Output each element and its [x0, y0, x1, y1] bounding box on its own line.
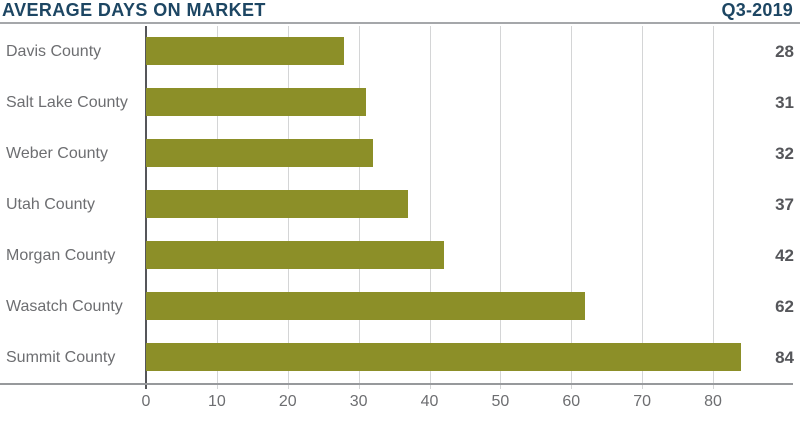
- bar-wasatch-county: [146, 292, 586, 320]
- x-tick-label-30: 30: [349, 393, 368, 410]
- x-tick-label-80: 80: [704, 393, 722, 410]
- value-label-wasatch-county: 62: [775, 296, 794, 316]
- value-label-utah-county: 37: [775, 194, 794, 214]
- category-label-wasatch-county: Wasatch County: [6, 297, 123, 315]
- chart-period-label: Q3-2019: [721, 0, 793, 20]
- bar-row-weber-county: Weber County 32: [0, 128, 800, 179]
- bar-row-salt-lake-county: Salt Lake County 31: [0, 77, 800, 128]
- x-tick-label-0: 0: [141, 393, 151, 410]
- x-tick-label-40: 40: [420, 393, 439, 410]
- x-tick-label-50: 50: [491, 393, 510, 410]
- x-tick-label-60: 60: [562, 393, 581, 410]
- value-label-morgan-county: 42: [775, 245, 794, 265]
- bar-weber-county: [146, 139, 373, 167]
- value-label-salt-lake-county: 31: [775, 92, 794, 112]
- bar-row-utah-county: Utah County 37: [0, 179, 800, 230]
- category-label-morgan-county: Morgan County: [6, 246, 116, 264]
- bar-row-summit-county: Summit County 84: [0, 332, 800, 383]
- gridline-50: [500, 26, 502, 389]
- bar-summit-county: [146, 343, 742, 371]
- bar-row-morgan-county: Morgan County 42: [0, 230, 800, 281]
- category-label-summit-county: Summit County: [6, 348, 116, 366]
- bar-utah-county: [146, 190, 409, 218]
- category-label-salt-lake-county: Salt Lake County: [6, 93, 128, 111]
- x-tick-label-70: 70: [633, 393, 652, 410]
- category-label-davis-county: Davis County: [6, 42, 102, 60]
- bar-row-wasatch-county: Wasatch County 62: [0, 281, 800, 332]
- bar-row-davis-county: Davis County 28: [0, 26, 800, 77]
- gridline-60: [571, 26, 573, 389]
- category-label-weber-county: Weber County: [6, 144, 108, 162]
- chart-title: AVERAGE DAYS ON MARKET: [2, 0, 266, 20]
- gridline-70: [642, 26, 644, 389]
- bar-morgan-county: [146, 241, 444, 269]
- bar-chart-area: 0 10 20 30 40 50 60 70 80 Davis County 28 Salt Lake…: [0, 26, 800, 427]
- value-label-summit-county: 84: [775, 347, 794, 367]
- x-tick-label-20: 20: [278, 393, 297, 410]
- category-label-utah-county: Utah County: [6, 195, 95, 213]
- value-label-weber-county: 32: [775, 143, 794, 163]
- bar-davis-county: [146, 37, 345, 65]
- bar-salt-lake-county: [146, 88, 366, 116]
- gridline-40: [429, 26, 431, 389]
- value-label-davis-county: 28: [775, 41, 794, 61]
- chart-header: AVERAGE DAYS ON MARKET Q3-2019: [0, 0, 800, 24]
- gridline-80: [713, 26, 714, 389]
- x-tick-label-10: 10: [207, 393, 226, 410]
- x-axis-line: [0, 383, 793, 385]
